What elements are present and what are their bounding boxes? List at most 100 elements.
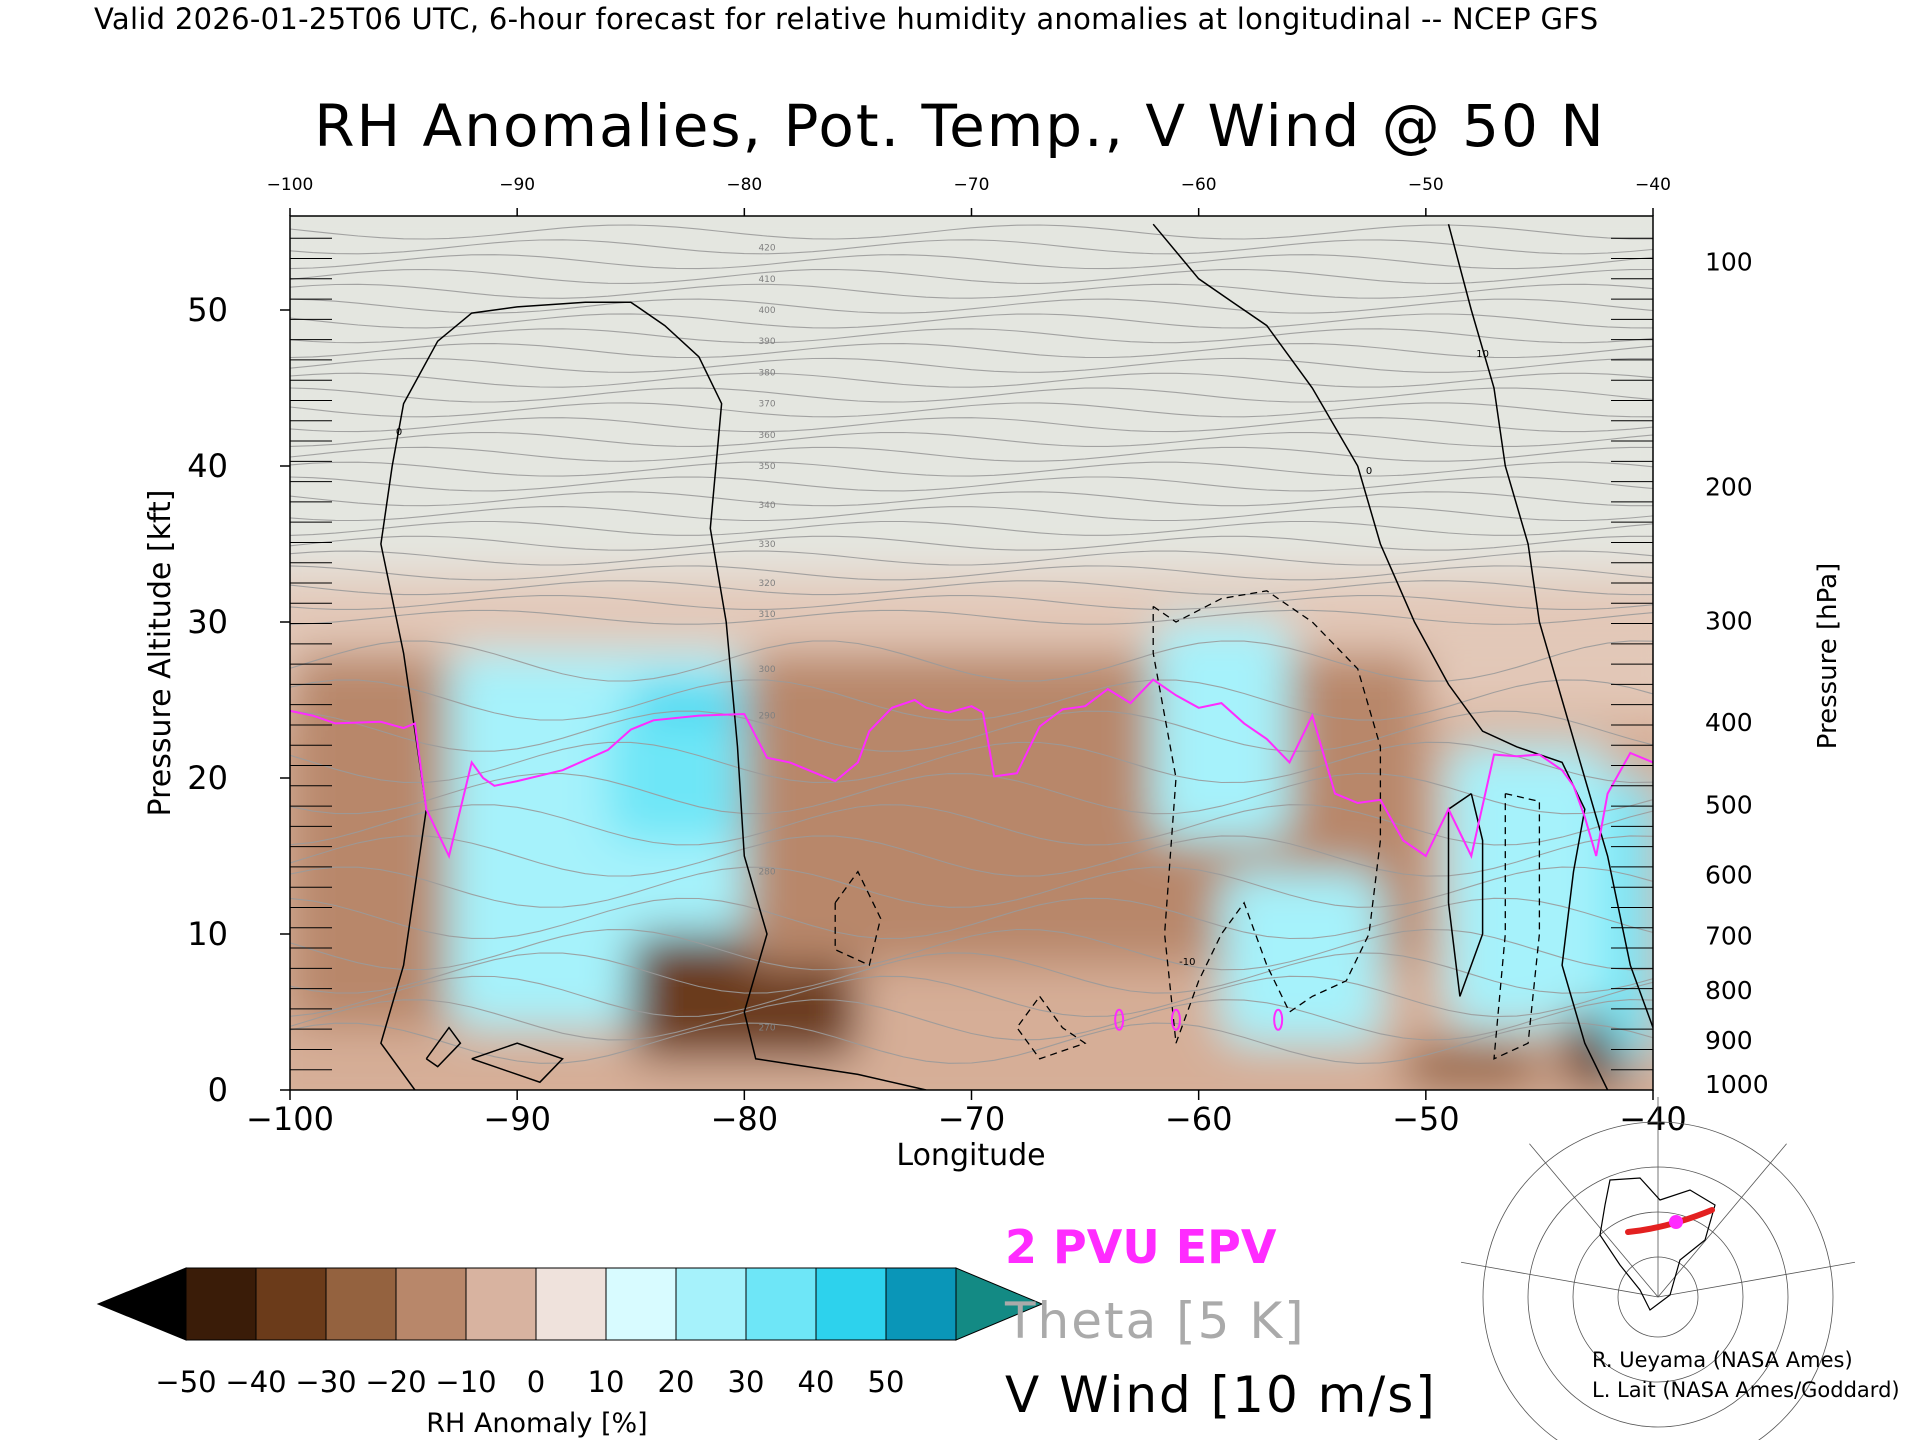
theta-line-36 bbox=[290, 928, 1653, 971]
map-meridian bbox=[1460, 1261, 1659, 1298]
colorbar-swatch-8 bbox=[745, 1267, 817, 1341]
theta-label-350: 350 bbox=[758, 462, 775, 472]
colorbar-under-arrow bbox=[96, 1267, 187, 1341]
theta-label-400: 400 bbox=[758, 306, 775, 316]
top-tick-label: −40 bbox=[1635, 175, 1671, 195]
theta-line-12 bbox=[290, 402, 1653, 418]
theta-line-40 bbox=[290, 1022, 1653, 1064]
rh-region-12 bbox=[1403, 1043, 1540, 1090]
rh-region-8 bbox=[1153, 622, 1290, 841]
theta-line-25 bbox=[290, 595, 1653, 610]
theta-line-17 bbox=[290, 476, 1653, 492]
theta-line-35 bbox=[290, 897, 1653, 940]
x-tick-label: −80 bbox=[711, 1100, 779, 1138]
colorbar-swatch-7 bbox=[675, 1267, 747, 1341]
y-axis-label: Pressure Altitude [kft] bbox=[143, 490, 178, 817]
theta-label-300: 300 bbox=[758, 665, 775, 675]
x-tick-label: −90 bbox=[483, 1100, 551, 1138]
theta-label-270: 270 bbox=[758, 1024, 775, 1034]
rh-region-13 bbox=[1607, 778, 1653, 1059]
theta-line-38 bbox=[290, 975, 1653, 1018]
theta-label-370: 370 bbox=[758, 400, 775, 410]
theta-line-0 bbox=[290, 224, 1653, 240]
colorbar: −50 −40 −30 −20 −10 0 10 20 30 40 50 RH Anomaly [%] bbox=[96, 1267, 1044, 1439]
v-wind-dashed-0 bbox=[1152, 590, 1382, 1044]
rh-region-10 bbox=[1448, 746, 1608, 1028]
theta-line-24 bbox=[290, 580, 1653, 596]
colorbar-swatch-6 bbox=[605, 1267, 677, 1341]
theta-label-360: 360 bbox=[758, 431, 775, 441]
pressure-label-600: 600 bbox=[1705, 861, 1753, 890]
theta-line-32 bbox=[290, 804, 1653, 846]
theta-line-22 bbox=[290, 550, 1653, 566]
pressure-tick-marks bbox=[290, 237, 1653, 1091]
top-tick-label: −50 bbox=[1408, 175, 1444, 195]
v-wind-solid-2 bbox=[1447, 224, 1653, 1028]
y-tick-label: 0 bbox=[208, 1071, 228, 1109]
pressure-label-700: 700 bbox=[1705, 922, 1753, 951]
colorbar-tick-label: 10 bbox=[588, 1365, 625, 1399]
colorbar-tick-label: 40 bbox=[798, 1365, 835, 1399]
colorbar-swatch-3 bbox=[395, 1267, 467, 1341]
theta-line-28 bbox=[290, 679, 1653, 721]
x-tick-label: −70 bbox=[938, 1100, 1006, 1138]
colorbar-tick-label: −40 bbox=[225, 1365, 286, 1399]
v-wind-contours: 0 0 10 -10 bbox=[380, 223, 1653, 1090]
colorbar-tick-label: −20 bbox=[365, 1365, 426, 1399]
theta-label-420: 420 bbox=[758, 244, 775, 254]
colorbar-over-arrow bbox=[955, 1267, 1044, 1341]
top-tick-label: −100 bbox=[267, 175, 314, 195]
map-meridian bbox=[1657, 1143, 1787, 1298]
colorbar-label: RH Anomaly [%] bbox=[426, 1408, 647, 1439]
theta-line-34 bbox=[290, 866, 1653, 908]
theta-label-380: 380 bbox=[758, 368, 775, 378]
y-tick-label: 10 bbox=[187, 915, 228, 953]
location-map-inset bbox=[1460, 1097, 1856, 1440]
theta-line-29 bbox=[290, 710, 1653, 752]
theta-label-340: 340 bbox=[758, 501, 775, 511]
theta-line-16 bbox=[290, 461, 1653, 477]
epv-2pvu-line bbox=[290, 678, 1653, 1031]
theta-label-310: 310 bbox=[758, 610, 775, 620]
colorbar-tick-label: 20 bbox=[658, 1365, 695, 1399]
theta-line-10 bbox=[290, 372, 1653, 388]
pressure-label-200: 200 bbox=[1705, 472, 1753, 501]
theta-line-8 bbox=[290, 343, 1653, 359]
colorbar-swatch-1 bbox=[255, 1267, 327, 1341]
theta-line-23 bbox=[290, 565, 1653, 581]
colorbar-swatch-10 bbox=[885, 1267, 957, 1341]
map-section-line bbox=[1625, 1207, 1715, 1235]
v-wind-label-neg10: -10 bbox=[1179, 957, 1195, 968]
pressure-label-400: 400 bbox=[1705, 708, 1753, 737]
epv-blob-0 bbox=[1114, 1008, 1125, 1031]
credit-ueyama: R. Ueyama (NASA Ames) bbox=[1592, 1348, 1853, 1372]
theta-line-37 bbox=[290, 952, 1653, 994]
x-tick-label: −60 bbox=[1165, 1100, 1233, 1138]
v-wind-solid-0 bbox=[380, 301, 927, 1090]
theta-line-31 bbox=[290, 772, 1653, 815]
v-wind-dashed-1 bbox=[834, 870, 882, 967]
epv-blob-2 bbox=[1273, 1008, 1284, 1031]
map-meridian bbox=[1529, 1143, 1659, 1298]
y-tick-label: 50 bbox=[187, 291, 228, 329]
theta-line-3 bbox=[290, 268, 1653, 284]
theta-line-30 bbox=[290, 741, 1653, 784]
theta-line-26 bbox=[290, 609, 1653, 625]
v-wind-label-0b: 0 bbox=[1366, 466, 1372, 477]
legend-vwind: V Wind [10 m/s] bbox=[1005, 1366, 1437, 1424]
theta-line-1 bbox=[290, 239, 1653, 255]
colorbar-tick-label: −50 bbox=[155, 1365, 216, 1399]
theta-label-330: 330 bbox=[758, 540, 775, 550]
top-tick-label: −60 bbox=[1181, 175, 1217, 195]
colorbar-swatch-4 bbox=[465, 1267, 537, 1341]
map-meridian bbox=[1657, 1261, 1856, 1298]
theta-label-320: 320 bbox=[758, 579, 775, 589]
x-tick-label: −100 bbox=[246, 1100, 334, 1138]
top-tick-label: −90 bbox=[499, 175, 535, 195]
epv-line-path bbox=[290, 678, 1653, 860]
credit-lait: L. Lait (NASA Ames/Goddard) bbox=[1592, 1378, 1900, 1402]
y-tick-label: 30 bbox=[187, 603, 228, 641]
valid-time-header: Valid 2026-01-25T06 UTC, 6-hour forecast… bbox=[94, 2, 1599, 36]
theta-contours: 420 410 400 390 380 370 360 350 340 330 320 310 300 2… bbox=[290, 224, 1653, 1064]
